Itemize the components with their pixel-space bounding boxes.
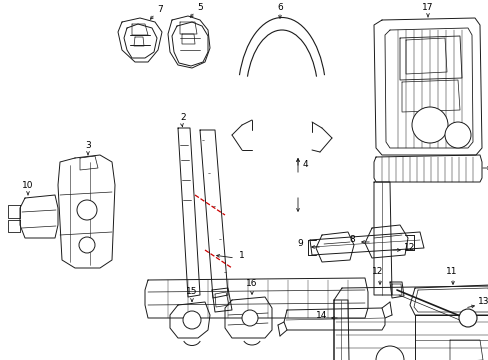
Circle shape <box>458 309 476 327</box>
Circle shape <box>183 311 201 329</box>
Text: 10: 10 <box>22 181 34 190</box>
Text: 12: 12 <box>371 266 383 275</box>
Text: 12: 12 <box>404 243 415 252</box>
Text: 13: 13 <box>477 297 488 306</box>
Text: 1: 1 <box>239 251 244 260</box>
Circle shape <box>79 237 95 253</box>
Circle shape <box>444 122 470 148</box>
Text: 8: 8 <box>348 235 354 244</box>
Text: 17: 17 <box>421 4 433 13</box>
Text: 11: 11 <box>446 267 457 276</box>
Circle shape <box>242 310 258 326</box>
Circle shape <box>411 107 447 143</box>
Text: 16: 16 <box>246 279 257 288</box>
Circle shape <box>77 200 97 220</box>
Text: 9: 9 <box>297 239 302 248</box>
Text: 6: 6 <box>277 4 282 13</box>
Text: 2: 2 <box>180 113 185 122</box>
Text: 4: 4 <box>302 161 307 170</box>
Circle shape <box>375 346 403 360</box>
Text: 14: 14 <box>316 311 327 320</box>
Text: 5: 5 <box>197 4 203 13</box>
Text: 15: 15 <box>186 288 197 297</box>
Text: 3: 3 <box>85 141 91 150</box>
Text: 7: 7 <box>157 5 163 14</box>
